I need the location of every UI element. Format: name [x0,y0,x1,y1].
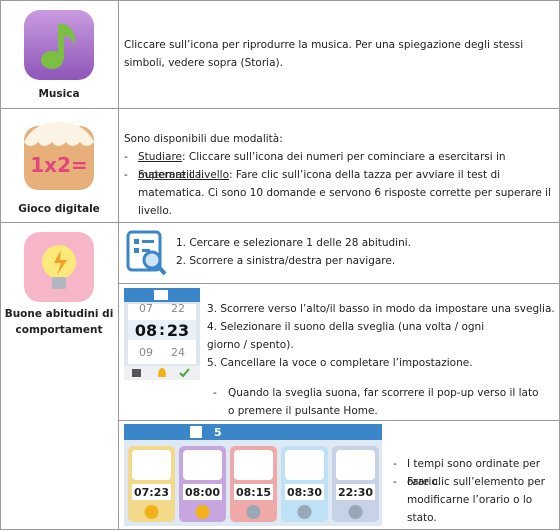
border [0,0,1,530]
border [118,0,119,530]
alarm-text: 24 [171,346,185,359]
border [0,108,560,109]
border [118,283,560,284]
row-label: Musica [38,88,80,100]
time-box [132,484,171,500]
alarm-text: 07 [139,302,153,315]
schedule-time: 22:30 [338,486,373,499]
border [118,420,560,421]
border [0,222,560,223]
dash: - [124,169,128,181]
card-image [336,450,375,480]
note: Fare clic sull’elemento per modificarne … [407,476,545,524]
row-text: Cliccare sull’icona per riprodurre la mu… [124,39,524,69]
step: 5. Cancellare la voce o completare l’imp… [207,357,473,369]
schedule-screen: 5 07:23 08:00 08:15 08:30 22:30 [124,424,382,526]
item-text: : Fare clic sull’icona della tazza per a… [138,169,551,217]
schedule-time: 08:15 [236,486,271,499]
alarm-text: 09 [139,346,153,359]
dash: - [213,387,217,399]
math-icon: 1x2= [24,122,94,190]
list-item: Superare il livello: Fare clic sull’icon… [138,166,558,220]
alarm-minute: 23 [167,321,189,340]
step: 2. Scorrere a sinistra/destra per naviga… [176,255,396,267]
step: 3. Scorrere verso l’alto/il basso in mod… [207,303,555,315]
term: Studiare [138,151,182,163]
schedule-time: 08:30 [287,486,322,499]
alarm-text: 22 [171,302,185,315]
step: 1. Cercare e selezionare 1 delle 28 abit… [176,237,412,249]
dash: - [393,476,397,488]
time-box [336,484,375,500]
status-icon [246,505,261,519]
list-item: Studiare: Cliccare sull’icona dei numeri… [138,148,558,184]
status-icon [348,505,363,519]
note: Quando la sveglia suona, far scorrere il… [228,387,539,417]
term: Superare il livello [138,169,230,181]
row-label: Gioco digitale [18,203,100,215]
alarm-screen: 07 22 08 : 23 09 24 [124,288,200,380]
card-image [234,450,273,480]
row-intro: Sono disponibili due modalità: [124,133,283,145]
time-box [183,484,222,500]
card-image [132,450,171,480]
border [0,0,560,1]
time-box [285,484,324,500]
status-icon [144,505,159,519]
step: 4. Selezionare il suono della sveglia (u… [207,321,485,351]
status-icon [297,505,312,519]
time-box [234,484,273,500]
schedule-time: 07:23 [134,486,169,499]
row-label: Buone abitudini di comportament [4,308,114,336]
schedule-count: 5 [214,426,222,439]
card-image [183,450,222,480]
dash: - [124,151,128,163]
dash: - [393,458,397,470]
search-icon [126,230,167,276]
music-icon [24,10,94,80]
note: I tempi sono ordinate per orario. [407,458,541,488]
alarm-separator: : [159,321,165,339]
icon-text: 1x2= [30,153,88,177]
status-icon [195,505,210,519]
schedule-time: 08:00 [185,486,220,499]
alarm-hour: 08 [135,321,157,340]
card-image [285,450,324,480]
item-text: : Cliccare sull’icona dei numeri per com… [138,151,506,181]
habit-icon [24,232,94,302]
